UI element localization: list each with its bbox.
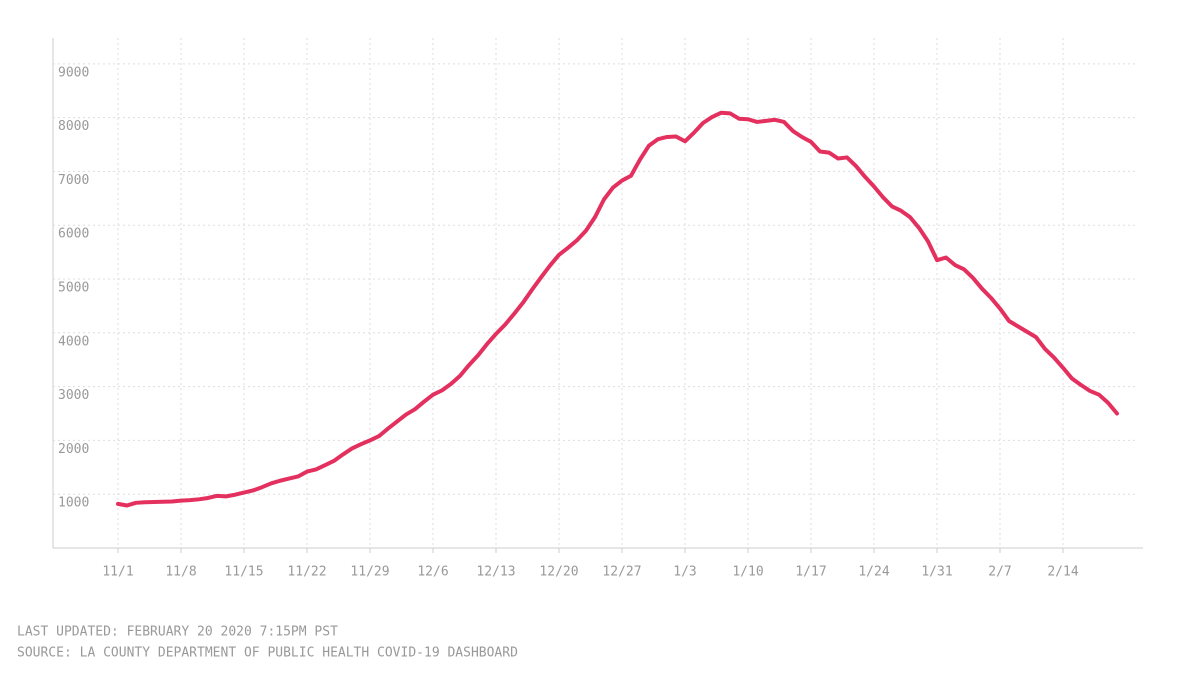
x-tick-label: 1/17	[795, 565, 826, 580]
x-tick-label: 2/14	[1047, 565, 1078, 580]
y-tick-label: 9000	[58, 65, 89, 80]
data-line	[116, 110, 1119, 508]
x-tick-label: 12/20	[539, 565, 578, 580]
x-tick-label: 1/31	[921, 565, 952, 580]
x-tick-label: 12/27	[602, 565, 641, 580]
x-tick-label: 11/15	[224, 565, 263, 580]
x-tick-label: 1/24	[858, 565, 889, 580]
x-tick-label: 11/1	[102, 565, 133, 580]
x-tick-label: 11/22	[287, 565, 326, 580]
updated-note: LAST UPDATED: FEBRUARY 20 2020 7:15PM PS…	[17, 625, 338, 640]
x-tick-label: 1/3	[673, 565, 696, 580]
x-tick-label: 11/29	[350, 565, 389, 580]
y-tick-label: 7000	[58, 173, 89, 188]
y-tick-label: 1000	[58, 496, 89, 511]
y-tick-label: 4000	[58, 334, 89, 349]
y-tick-label: 8000	[58, 119, 89, 134]
x-tick-label: 12/6	[417, 565, 448, 580]
x-tick-label: 2/7	[988, 565, 1011, 580]
y-tick-label: 5000	[58, 281, 89, 296]
y-tick-label: 2000	[58, 442, 89, 457]
x-tick-label: 1/10	[732, 565, 763, 580]
x-tick-label: 12/13	[476, 565, 515, 580]
y-tick-label: 3000	[58, 388, 89, 403]
source-note: SOURCE: LA COUNTY DEPARTMENT OF PUBLIC H…	[17, 646, 518, 661]
y-tick-label: 6000	[58, 227, 89, 242]
x-tick-label: 11/8	[165, 565, 196, 580]
